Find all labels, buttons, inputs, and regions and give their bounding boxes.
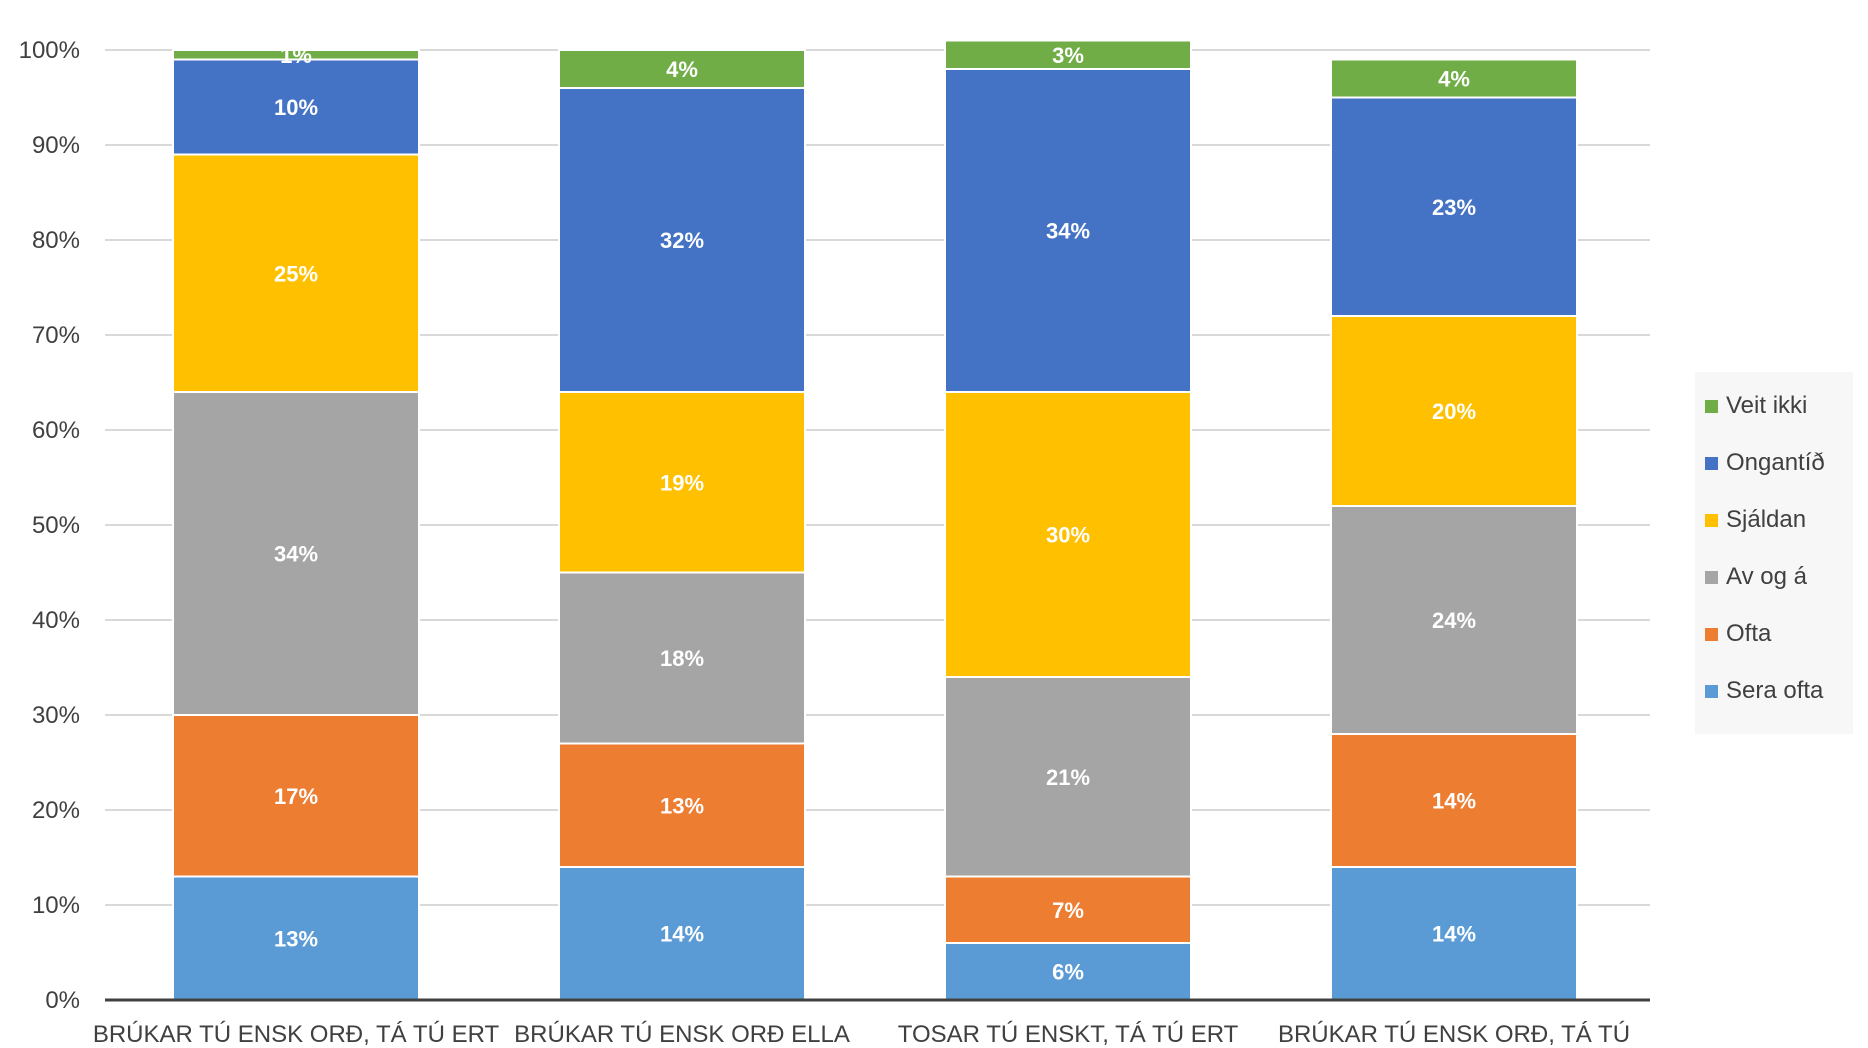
data-label: 13% bbox=[274, 926, 318, 951]
legend-label: Ongantíð bbox=[1726, 449, 1825, 476]
bar-segment bbox=[172, 58, 420, 156]
legend-swatch bbox=[1705, 514, 1718, 527]
data-label: 14% bbox=[660, 922, 704, 947]
data-label: 17% bbox=[274, 784, 318, 809]
data-label: 4% bbox=[666, 57, 698, 82]
legend-label: Sera ofta bbox=[1726, 677, 1824, 704]
bar-segment bbox=[944, 875, 1192, 944]
legend-label: Av og á bbox=[1726, 563, 1808, 590]
data-label: 30% bbox=[1046, 523, 1090, 548]
legend-label: Ofta bbox=[1726, 620, 1772, 647]
data-label: 25% bbox=[274, 261, 318, 286]
y-tick-label: 60% bbox=[32, 417, 80, 444]
bar-segment bbox=[944, 676, 1192, 878]
y-tick-label: 30% bbox=[32, 702, 80, 729]
bar-segment bbox=[1330, 58, 1578, 99]
bar-segment bbox=[558, 87, 806, 393]
bar-segment bbox=[558, 742, 806, 868]
x-category-label: BRÚKAR TÚ ENSK ORÐ, TÁ TÚ ERT bbox=[93, 1021, 500, 1048]
data-label: 23% bbox=[1432, 195, 1476, 220]
y-tick-label: 0% bbox=[45, 987, 80, 1014]
bar-segment bbox=[172, 714, 420, 878]
data-label: 6% bbox=[1052, 960, 1084, 985]
bar-segment bbox=[558, 866, 806, 1001]
data-label: 34% bbox=[1046, 219, 1090, 244]
data-label: 19% bbox=[660, 470, 704, 495]
data-label: 18% bbox=[660, 646, 704, 671]
bar-segment bbox=[558, 391, 806, 574]
bar-segment bbox=[1330, 96, 1578, 317]
x-category-label: TOSAR TÚ ENSKT, TÁ TÚ ERT bbox=[898, 1021, 1239, 1048]
y-tick-label: 10% bbox=[32, 892, 80, 919]
legend-swatch bbox=[1705, 685, 1718, 698]
y-tick-label: 50% bbox=[32, 512, 80, 539]
bar-segment bbox=[172, 49, 420, 61]
data-label: 10% bbox=[274, 95, 318, 120]
data-label: 32% bbox=[660, 228, 704, 253]
bar-segment bbox=[172, 391, 420, 716]
bar-segment bbox=[1330, 315, 1578, 507]
legend-swatch bbox=[1705, 457, 1718, 470]
legend-label: Veit ikki bbox=[1726, 392, 1807, 419]
data-label: 14% bbox=[1432, 922, 1476, 947]
bar-segment bbox=[558, 571, 806, 745]
data-label: 20% bbox=[1432, 399, 1476, 424]
y-tick-label: 80% bbox=[32, 227, 80, 254]
y-tick-label: 70% bbox=[32, 322, 80, 349]
data-label: 4% bbox=[1438, 67, 1470, 92]
bar-segment bbox=[1330, 866, 1578, 1001]
y-tick-label: 90% bbox=[32, 132, 80, 159]
data-label: 7% bbox=[1052, 898, 1084, 923]
x-category-label: BRÚKAR TÚ ENSK ORÐ, TÁ TÚ bbox=[1278, 1021, 1630, 1048]
data-label: 3% bbox=[1052, 43, 1084, 68]
legend-swatch bbox=[1705, 400, 1718, 413]
x-category-label: BRÚKAR TÚ ENSK ORÐ ELLA bbox=[514, 1021, 850, 1048]
data-label: 13% bbox=[660, 793, 704, 818]
legend-swatch bbox=[1705, 628, 1718, 641]
y-tick-label: 100% bbox=[19, 37, 80, 64]
bar-segment bbox=[944, 39, 1192, 70]
legend-swatch bbox=[1705, 571, 1718, 584]
data-label: 24% bbox=[1432, 608, 1476, 633]
legend-box bbox=[1695, 372, 1853, 734]
data-label: 14% bbox=[1432, 789, 1476, 814]
bar-segment bbox=[1330, 505, 1578, 735]
y-tick-label: 40% bbox=[32, 607, 80, 634]
bar-segment bbox=[558, 49, 806, 89]
bar-segment bbox=[944, 391, 1192, 678]
y-tick-label: 20% bbox=[32, 797, 80, 824]
legend-label: Sjáldan bbox=[1726, 506, 1806, 533]
data-label: 21% bbox=[1046, 765, 1090, 790]
bar-segment bbox=[944, 68, 1192, 393]
data-label: 34% bbox=[274, 542, 318, 567]
bar-segment bbox=[172, 153, 420, 393]
data-label: 1% bbox=[280, 43, 312, 68]
